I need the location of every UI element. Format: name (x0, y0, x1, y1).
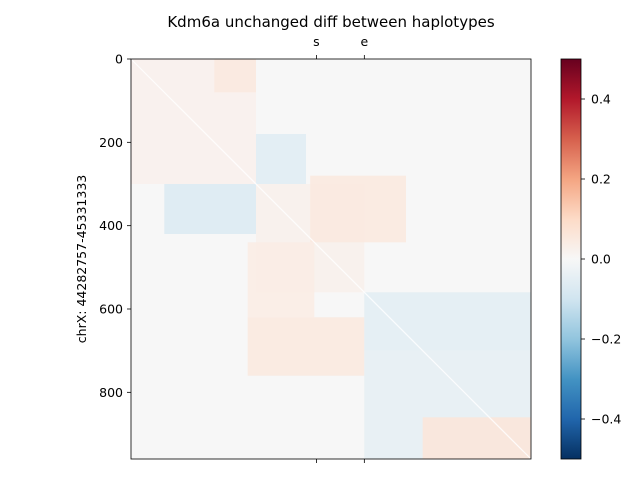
heatmap-region-2 (164, 184, 256, 234)
colorbar-tick-label: −0.4 (591, 412, 621, 427)
heatmap-frame (130, 58, 532, 460)
colorbar: 0.4 0.2 0.0 −0.2 −0.4 (560, 58, 621, 460)
heatmap-region-4 (247, 242, 315, 318)
heatmap-region-1 (256, 134, 306, 184)
heatmap-diagonal (130, 58, 532, 460)
colorbar-tick-label: 0.4 (591, 92, 611, 107)
colorbar-tick-label: 0.2 (591, 172, 611, 187)
heatmap-region-8 (422, 417, 531, 459)
heatmap-region-3 (310, 175, 406, 243)
y-axis-label: chrX: 44282757-45331333 (74, 175, 89, 343)
colorbar-tick-label: −0.2 (591, 332, 621, 347)
y-tick-label: 200 (99, 135, 123, 150)
heatmap-plot (130, 58, 532, 460)
heatmap-region-10 (214, 59, 256, 93)
chart-title: Kdm6a unchanged diff between haplotypes (167, 13, 494, 31)
y-tick-label: 400 (99, 218, 123, 233)
y-tick-label: 0 (115, 52, 123, 67)
colorbar-ticks: 0.4 0.2 0.0 −0.2 −0.4 (581, 92, 621, 427)
colorbar-gradient (560, 58, 582, 460)
y-axis: 0 200 400 600 800 (99, 52, 131, 400)
top-marker-label: e (360, 34, 368, 49)
colorbar-tick-label: 0.0 (591, 252, 611, 267)
y-tick-label: 800 (99, 385, 123, 400)
top-marker-label: s (313, 34, 320, 49)
heatmap-region-6 (364, 292, 531, 351)
y-tick-label: 600 (99, 302, 123, 317)
heatmap-region-5 (247, 317, 365, 376)
